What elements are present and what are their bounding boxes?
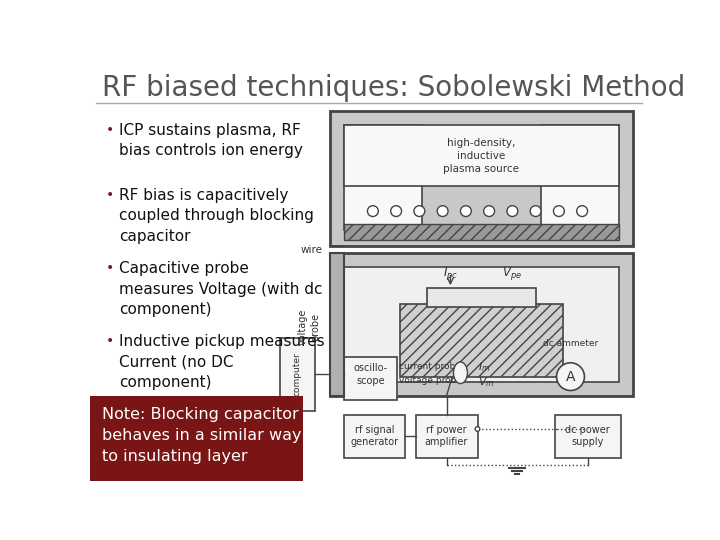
Text: rf signal
generator: rf signal generator — [351, 425, 398, 447]
Circle shape — [461, 206, 472, 217]
Circle shape — [475, 427, 480, 431]
Text: oscillo-
scope: oscillo- scope — [354, 363, 387, 386]
Text: voltage probe: voltage probe — [399, 376, 462, 385]
Circle shape — [577, 206, 588, 217]
Text: RF bias is capacitively
coupled through blocking
capacitor: RF bias is capacitively coupled through … — [120, 188, 315, 244]
Circle shape — [507, 206, 518, 217]
Bar — [330, 253, 632, 396]
Text: $I_m$: $I_m$ — [478, 360, 490, 374]
Bar — [555, 415, 621, 457]
Bar — [344, 267, 618, 382]
Circle shape — [557, 363, 585, 390]
Text: •: • — [106, 261, 114, 275]
Text: dc ammeter: dc ammeter — [543, 339, 598, 348]
Text: Capacitive probe
measures Voltage (with dc
component): Capacitive probe measures Voltage (with … — [120, 261, 323, 317]
Ellipse shape — [454, 362, 467, 383]
Circle shape — [391, 206, 402, 217]
Bar — [344, 357, 397, 400]
Text: A: A — [566, 370, 575, 383]
Circle shape — [367, 206, 378, 217]
Text: dc power
supply: dc power supply — [565, 425, 610, 447]
Bar — [541, 125, 618, 231]
Text: $V_{pe}$: $V_{pe}$ — [503, 265, 522, 282]
Text: •: • — [106, 334, 114, 348]
Bar — [344, 125, 422, 231]
Text: Inductive pickup measures
Current (no DC
component): Inductive pickup measures Current (no DC… — [120, 334, 325, 390]
Text: $I_{pc}$: $I_{pc}$ — [443, 265, 458, 282]
Bar — [280, 338, 315, 411]
Text: $V_m$: $V_m$ — [478, 375, 495, 389]
Text: •: • — [106, 123, 114, 137]
Text: Note: Blocking capacitor
behaves in a similar way
to insulating layer: Note: Blocking capacitor behaves in a si… — [102, 407, 301, 464]
Bar — [415, 415, 477, 457]
Bar — [330, 253, 344, 396]
Text: rf power
amplifier: rf power amplifier — [425, 425, 468, 447]
Circle shape — [484, 206, 495, 217]
Text: •: • — [106, 188, 114, 202]
Bar — [400, 303, 563, 377]
Circle shape — [554, 206, 564, 217]
Bar — [344, 125, 618, 186]
Text: RF biased techniques: Sobolewski Method: RF biased techniques: Sobolewski Method — [102, 74, 685, 102]
Circle shape — [437, 206, 448, 217]
Text: current probe: current probe — [399, 362, 461, 371]
Bar — [330, 111, 632, 246]
Bar — [427, 288, 536, 307]
Circle shape — [530, 206, 541, 217]
Circle shape — [414, 206, 425, 217]
Bar — [344, 224, 618, 240]
Text: voltage
probe: voltage probe — [297, 308, 320, 345]
Text: high-density,
inductive
plasma source: high-density, inductive plasma source — [444, 138, 519, 174]
Bar — [344, 415, 405, 457]
Text: computer: computer — [292, 353, 302, 396]
Bar — [90, 396, 303, 481]
Text: ICP sustains plasma, RF
bias controls ion energy: ICP sustains plasma, RF bias controls io… — [120, 123, 303, 158]
Text: wire: wire — [300, 245, 323, 254]
